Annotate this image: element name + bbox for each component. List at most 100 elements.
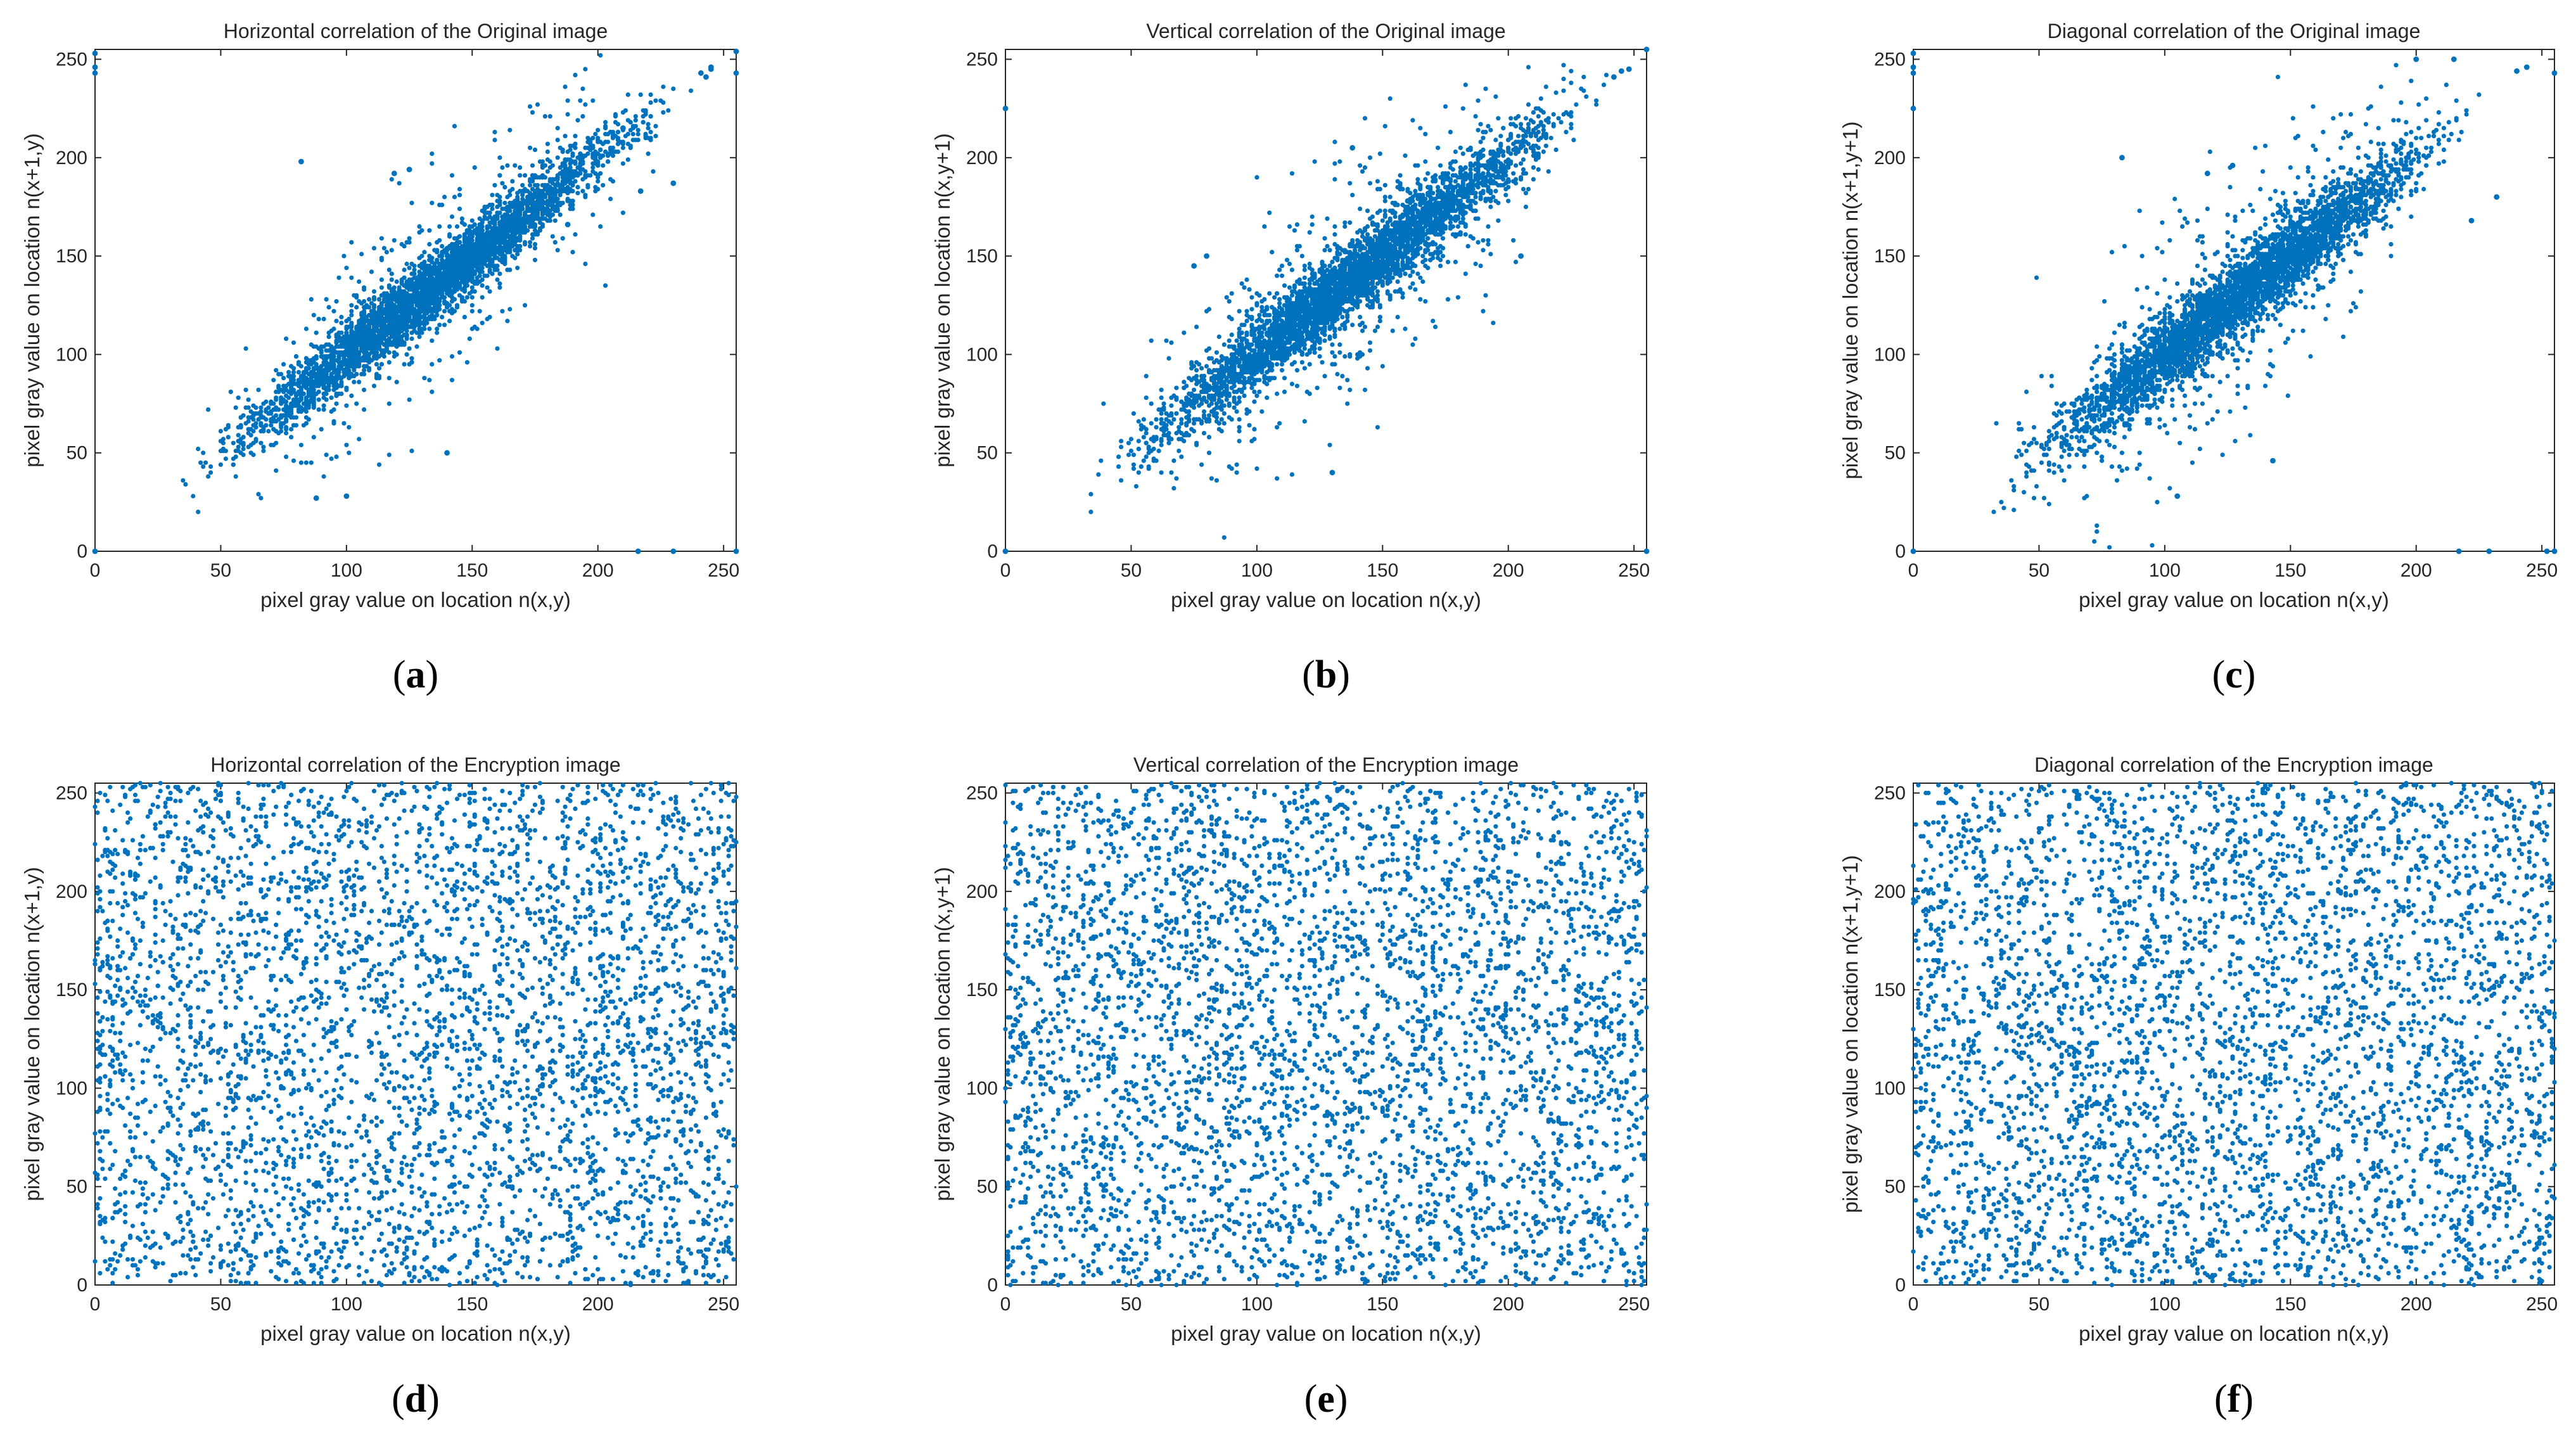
data-point xyxy=(359,328,364,333)
data-point xyxy=(258,409,264,414)
data-point xyxy=(389,293,394,298)
data-point xyxy=(1322,374,1327,379)
data-point xyxy=(540,216,545,221)
data-point xyxy=(1171,486,1176,491)
data-point xyxy=(603,139,608,144)
data-point xyxy=(598,147,603,152)
chart-title: Horizontal correlation of the Original i… xyxy=(224,20,608,42)
data-point xyxy=(379,285,385,290)
x-tick-label: 250 xyxy=(708,560,739,581)
data-point xyxy=(523,240,528,245)
data-point xyxy=(500,240,505,245)
data-point xyxy=(404,285,409,290)
data-point xyxy=(334,454,339,459)
data-point xyxy=(507,218,513,223)
data-point xyxy=(386,452,392,457)
data-point xyxy=(643,132,648,137)
data-point xyxy=(445,305,450,310)
data-point xyxy=(243,405,248,410)
data-point xyxy=(537,228,543,233)
data-point xyxy=(630,124,635,129)
data-point xyxy=(505,163,510,168)
data-point xyxy=(293,381,299,387)
data-point xyxy=(286,395,291,400)
data-point xyxy=(1088,492,1094,497)
data-point xyxy=(457,186,462,192)
data-point xyxy=(329,374,334,379)
data-point xyxy=(386,336,392,342)
data-point xyxy=(1144,454,1149,459)
data-point xyxy=(1514,163,1519,168)
data-point xyxy=(459,275,465,280)
data-point xyxy=(347,316,352,322)
data-point xyxy=(497,220,502,225)
data-point xyxy=(324,452,329,457)
data-point xyxy=(389,177,394,182)
data-point xyxy=(502,222,507,227)
data-point xyxy=(615,129,621,134)
data-point xyxy=(336,376,341,381)
data-point xyxy=(440,261,445,267)
data-point xyxy=(369,350,374,355)
data-point xyxy=(191,494,196,499)
data-point xyxy=(475,279,480,284)
data-point xyxy=(671,86,676,91)
x-tick-label: 100 xyxy=(1241,560,1273,581)
data-point xyxy=(422,289,427,294)
data-point xyxy=(547,114,552,119)
data-point xyxy=(475,230,480,235)
data-point xyxy=(314,354,319,359)
data-point xyxy=(362,364,367,369)
data-point xyxy=(344,385,349,390)
data-point xyxy=(598,53,603,58)
data-point xyxy=(289,383,294,388)
data-point xyxy=(437,358,442,363)
data-point xyxy=(528,224,533,229)
data-point xyxy=(264,409,269,414)
data-point xyxy=(261,449,266,454)
data-point xyxy=(500,165,505,170)
data-point xyxy=(347,425,352,430)
data-point xyxy=(435,269,440,274)
data-point xyxy=(507,208,513,214)
data-point xyxy=(540,163,545,168)
data-point xyxy=(485,257,490,262)
data-point xyxy=(502,200,507,205)
data-point xyxy=(220,440,226,445)
data-point xyxy=(469,244,475,249)
data-point xyxy=(1476,98,1481,103)
data-point xyxy=(593,149,598,155)
data-point xyxy=(201,464,206,470)
data-point xyxy=(454,224,460,229)
data-point xyxy=(274,440,279,445)
data-point xyxy=(615,136,621,141)
data-point xyxy=(1275,391,1280,397)
data-point xyxy=(593,184,598,189)
data-point xyxy=(362,407,367,412)
data-point xyxy=(349,309,354,314)
data-point xyxy=(364,303,369,308)
data-point xyxy=(430,389,435,395)
data-point xyxy=(417,305,422,310)
data-point xyxy=(329,380,334,385)
data-point xyxy=(528,240,533,245)
data-point xyxy=(578,167,583,172)
data-point xyxy=(379,340,385,345)
data-point xyxy=(492,267,497,272)
data-point xyxy=(367,330,372,335)
data-point xyxy=(379,336,385,342)
data-point xyxy=(392,238,397,243)
data-point xyxy=(454,279,460,284)
data-point xyxy=(402,267,407,272)
data-point xyxy=(354,360,359,365)
data-point xyxy=(183,482,188,487)
data-point xyxy=(666,108,671,113)
data-point xyxy=(520,228,525,233)
data-point xyxy=(374,336,379,342)
data-point xyxy=(311,381,316,387)
data-point xyxy=(495,204,500,210)
data-point xyxy=(389,328,394,333)
data-point xyxy=(689,88,694,93)
data-point xyxy=(1237,326,1242,331)
data-point xyxy=(261,444,266,450)
